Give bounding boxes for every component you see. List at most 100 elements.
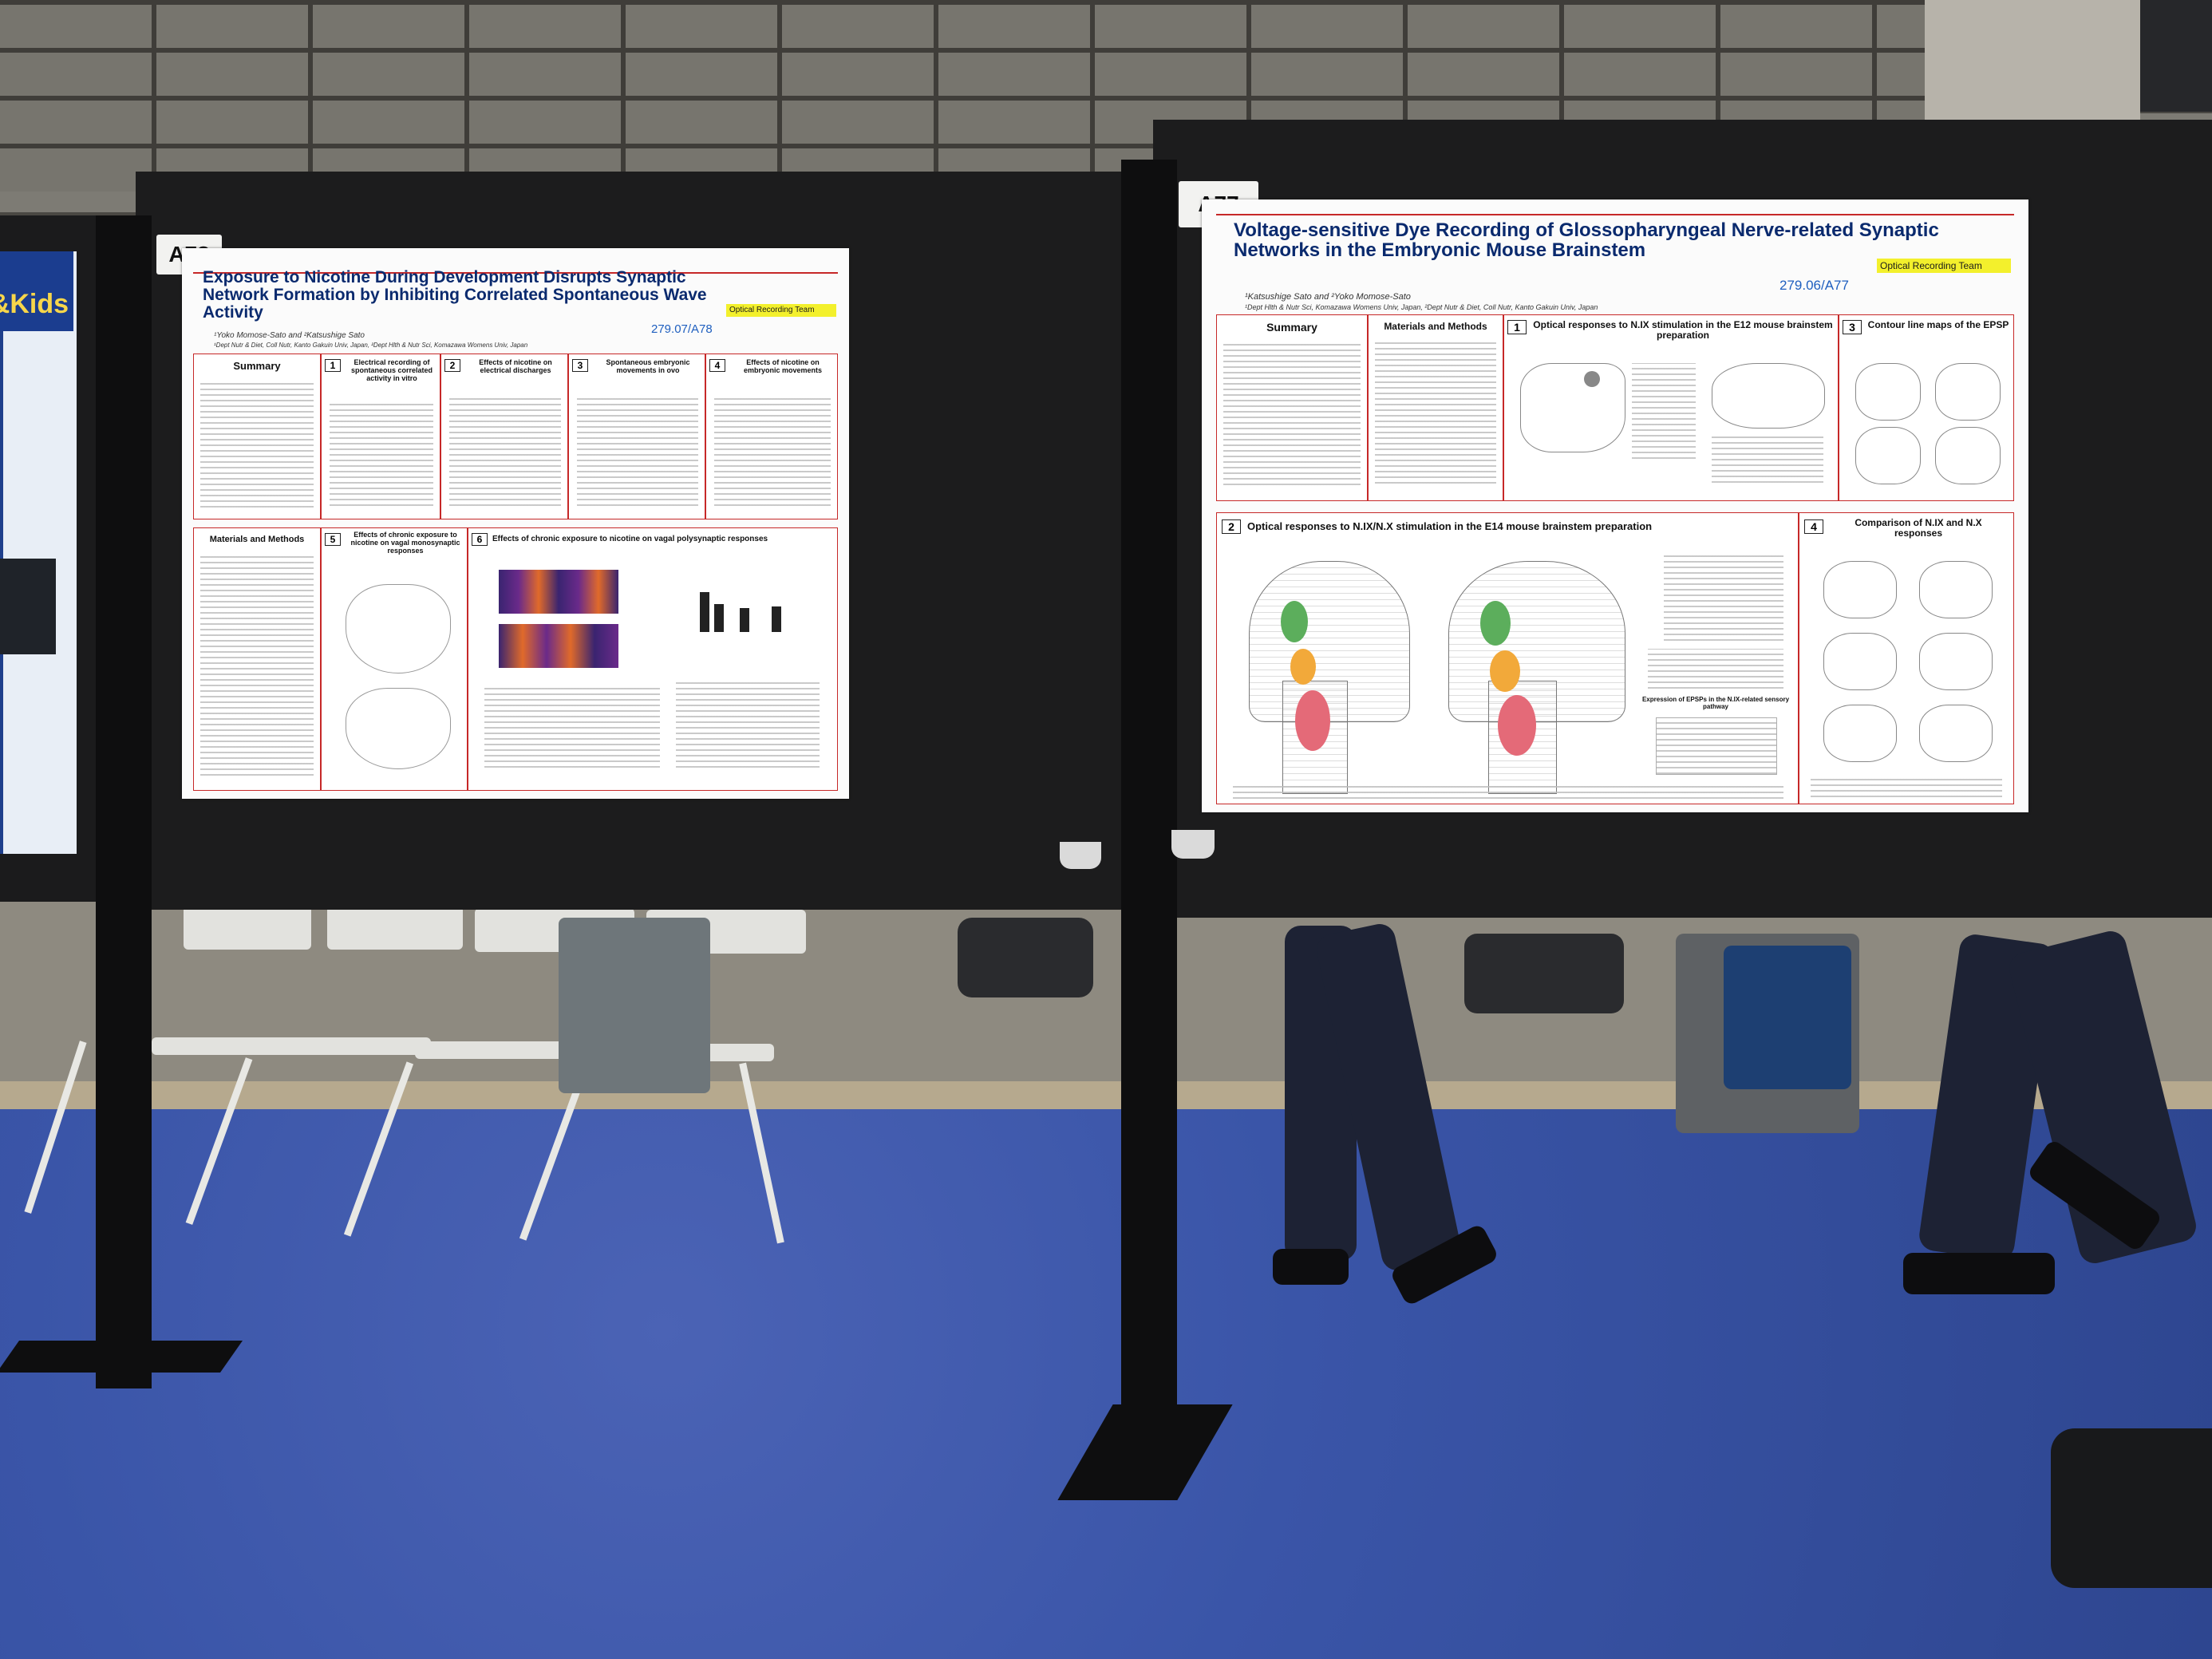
section-number: 3	[1843, 320, 1862, 334]
green-region	[1480, 601, 1511, 646]
concrete-pillar	[1925, 0, 2140, 120]
bar	[772, 606, 781, 632]
trace-figure	[577, 394, 698, 506]
brainstem-outline	[1520, 363, 1625, 452]
response-map	[1823, 633, 1897, 690]
shoe	[1273, 1249, 1349, 1285]
bar	[700, 592, 709, 632]
trace-figure	[449, 394, 561, 506]
pink-region	[1295, 690, 1330, 751]
methods-panel: Materials and Methods	[193, 527, 321, 791]
poster-title: Voltage-sensitive Dye Recording of Gloss…	[1234, 219, 1939, 262]
summary-heading: Summary	[233, 360, 281, 372]
section-4-panel: 4 Comparison of N.IX and N.X responses	[1799, 512, 2014, 804]
section-2-panel: 2 Optical responses to N.IX/N.X stimulat…	[1216, 512, 1799, 804]
poster-code: 279.06/A77	[1779, 278, 1849, 293]
contour-map	[1935, 363, 2001, 421]
poster-affiliations: ¹Dept Nutr & Diet, Coll Nutr, Kanto Gaku…	[214, 342, 528, 349]
heatmap-figure	[499, 624, 618, 668]
trace-figure	[330, 402, 433, 506]
cup	[1171, 830, 1215, 859]
brainstem-outline	[1712, 363, 1825, 429]
section-title: Optical responses to N.IX/N.X stimulatio…	[1247, 520, 1653, 532]
chair	[184, 906, 311, 950]
methods-heading: Materials and Methods	[209, 535, 305, 544]
section-number: 3	[572, 359, 588, 372]
blue-bag	[1724, 946, 1851, 1089]
partial-poster	[0, 251, 77, 854]
stimulation-site	[1584, 371, 1600, 387]
backpack	[958, 918, 1093, 997]
summary-text	[200, 380, 314, 508]
section-4-panel: 4 Effects of nicotine on embryonic movem…	[705, 354, 838, 519]
chair-seat	[247, 1037, 431, 1055]
poster-title: Exposure to Nicotine During Development …	[203, 268, 707, 322]
trace-figure	[1712, 435, 1823, 483]
summary-heading: Summary	[1266, 321, 1317, 334]
trace-figure	[484, 688, 660, 768]
methods-panel: Materials and Methods	[1368, 314, 1503, 501]
pink-region	[1498, 695, 1536, 756]
bag	[1464, 934, 1624, 1013]
team-badge: Optical Recording Team	[1877, 259, 2011, 274]
methods-heading: Materials and Methods	[1384, 321, 1487, 332]
summary-panel: Summary	[193, 354, 321, 519]
summary-text	[1223, 342, 1361, 486]
contour-map	[1855, 363, 1921, 421]
section-number: 5	[325, 533, 341, 546]
poster-authors: ¹Katsushige Sato and ²Yoko Momose-Sato	[1245, 292, 1411, 302]
section-number: 2	[1222, 519, 1241, 534]
scatter-figure	[676, 680, 820, 768]
heatmap-figure	[499, 570, 618, 614]
section-5-panel: 5 Effects of chronic exposure to nicotin…	[321, 527, 468, 791]
bar	[740, 608, 749, 632]
section-number: 1	[325, 359, 341, 372]
methods-text	[200, 552, 314, 776]
green-region	[1281, 601, 1308, 642]
header-rule	[193, 272, 838, 274]
cup	[1060, 842, 1101, 869]
poster-a78: Exposure to Nicotine During Development …	[182, 248, 849, 799]
contour-map	[1935, 427, 2001, 484]
bar	[714, 604, 724, 632]
header-rule	[1216, 214, 2014, 215]
section-title: Optical responses to N.IX stimulation in…	[1533, 319, 1833, 342]
section-6-panel: 6 Effects of chronic exposure to nicotin…	[468, 527, 838, 791]
team-badge: Optical Recording Team	[726, 304, 836, 317]
legend-text	[1648, 649, 1783, 689]
poster-code: 279.07/A78	[651, 322, 713, 336]
board-post	[96, 215, 152, 1388]
section-title: Effects of chronic exposure to nicotine …	[350, 531, 460, 555]
section-number: 6	[472, 533, 488, 546]
response-map	[1823, 561, 1897, 618]
section-number: 1	[1507, 320, 1527, 334]
board-foot	[0, 1341, 243, 1373]
orange-region	[1490, 650, 1520, 692]
brainstem-map	[346, 584, 451, 673]
section-title: Comparison of N.IX and N.X responses	[1855, 517, 1982, 539]
section-2-panel: 2 Effects of nicotine on electrical disc…	[440, 354, 568, 519]
partial-poster-photo	[0, 559, 56, 654]
section-3-panel: 3 Contour line maps of the EPSP	[1839, 314, 2014, 501]
board-post	[1121, 160, 1177, 1484]
dark-doorway	[2140, 0, 2212, 112]
section-number: 4	[709, 359, 725, 372]
chair	[327, 906, 463, 950]
trace-figure	[1632, 363, 1696, 459]
section-title: Contour line maps of the EPSP	[1867, 319, 2009, 330]
section-title: Effects of nicotine on electrical discha…	[479, 358, 552, 374]
response-map	[1919, 705, 1993, 762]
partial-poster-title: &Kids	[0, 251, 73, 331]
trace-figure	[714, 394, 831, 506]
response-map	[1823, 705, 1897, 762]
summary-panel: Summary	[1216, 314, 1368, 501]
poster-affiliations: ¹Dept Hlth & Nutr Sci, Komazawa Womens U…	[1245, 303, 1598, 311]
trace-figure	[1664, 553, 1783, 641]
blue-carpet	[0, 1109, 2212, 1659]
inset-table	[1656, 717, 1777, 775]
section-number: 2	[444, 359, 460, 372]
section-number: 4	[1804, 519, 1823, 534]
shoe	[1903, 1253, 2055, 1294]
trash-bin	[559, 918, 710, 1093]
response-map	[1919, 633, 1993, 690]
